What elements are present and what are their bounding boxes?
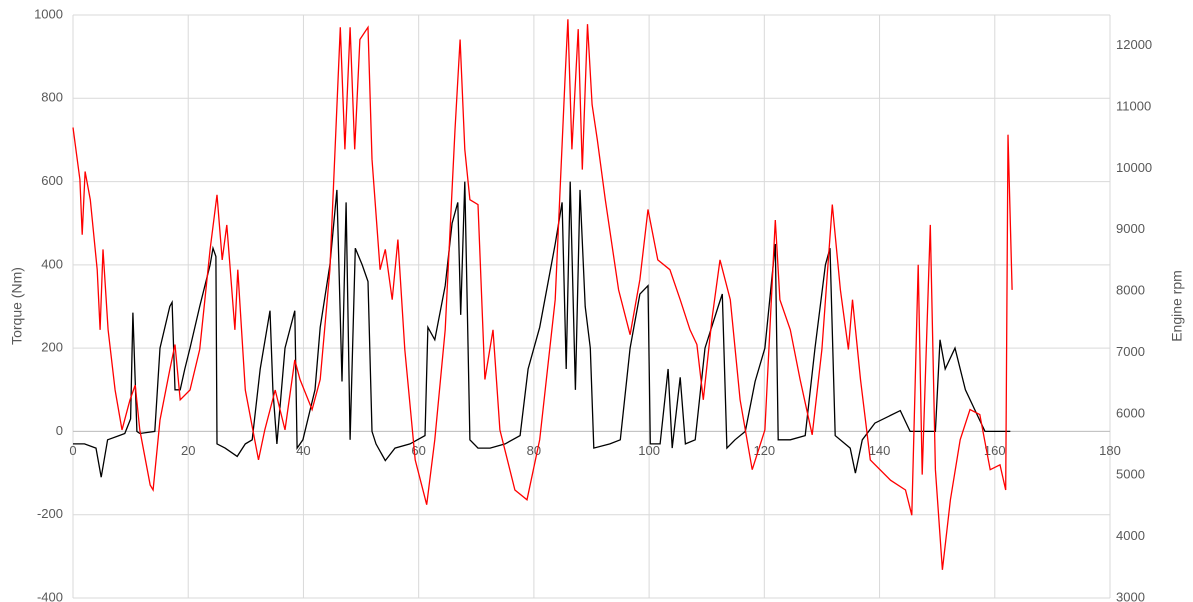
- x-tick-label: 40: [296, 443, 310, 458]
- y-tick-label: 600: [41, 173, 63, 188]
- x-tick-label: 140: [869, 443, 891, 458]
- y2-tick-label: 8000: [1116, 283, 1145, 298]
- data-line: [72, 19, 1013, 570]
- x-tick-label: 100: [638, 443, 660, 458]
- x-tick-label: 160: [984, 443, 1006, 458]
- y-axis-label: Torque (Nm): [9, 267, 25, 345]
- y-tick-label: 800: [41, 90, 63, 105]
- y2-tick-label: 5000: [1116, 467, 1145, 482]
- y2-tick-label: 3000: [1116, 589, 1145, 602]
- x-tick-label: 180: [1099, 443, 1121, 458]
- y-tick-label: 200: [41, 340, 63, 355]
- y2-tick-label: 12000: [1116, 37, 1152, 52]
- x-tick-label: 20: [181, 443, 195, 458]
- y-tick-label: -400: [37, 589, 63, 602]
- y2-tick-label: 7000: [1116, 344, 1145, 359]
- y2-tick-label: 9000: [1116, 221, 1145, 236]
- y2-tick-label: 10000: [1116, 160, 1152, 175]
- y-tick-label: 400: [41, 256, 63, 271]
- y-tick-label: -200: [37, 506, 63, 521]
- y2-tick-label: 4000: [1116, 528, 1145, 543]
- y2-tick-label: 11000: [1116, 98, 1151, 113]
- x-tick-label: 80: [527, 443, 541, 458]
- y-tick-label: 1000: [34, 6, 63, 21]
- y-tick-label: 0: [56, 423, 63, 438]
- x-tick-label: 0: [69, 443, 76, 458]
- y2-axis-label: Engine rpm: [1169, 270, 1185, 342]
- y2-tick-label: 6000: [1116, 405, 1145, 420]
- data-line: [73, 181, 1011, 478]
